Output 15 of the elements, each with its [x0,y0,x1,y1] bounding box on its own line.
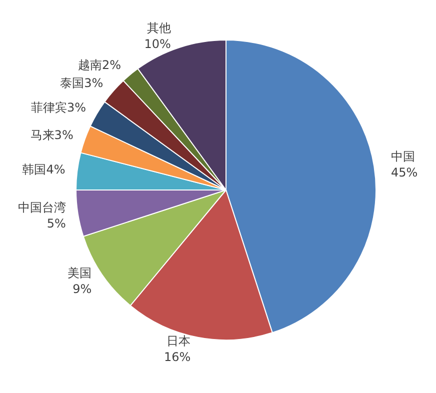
data-label: 45% [391,166,418,180]
slice-label: 美国 [68,266,92,280]
slice-label: 越南2% [78,58,122,72]
slice-label: 中国 [391,150,416,164]
slice-label: 中国台湾 [18,200,66,214]
data-label: 16% [164,350,191,364]
slice-label: 日本 [166,334,191,348]
slice-label: 菲律宾3% [30,100,86,115]
slice-label: 泰国3% [60,76,104,90]
slice-label: 其他 [146,20,171,35]
slice-label: 马来3% [30,128,74,142]
data-label: 10% [144,36,171,51]
data-label: 5% [46,216,66,230]
slice-label: 韩国4% [22,162,66,177]
data-label: 9% [72,282,92,296]
